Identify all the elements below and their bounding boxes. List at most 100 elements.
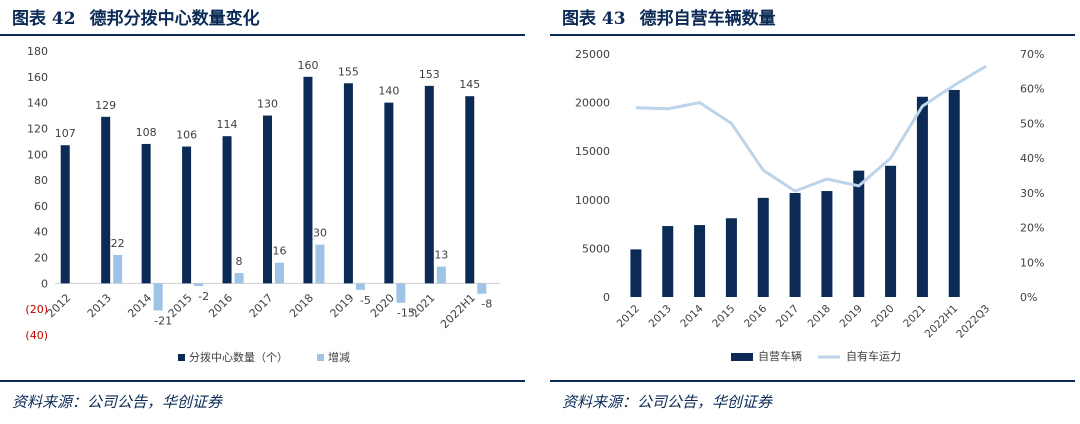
data-label: 130 xyxy=(257,98,278,111)
source-note: 资料来源：公司公告，华创证券 xyxy=(562,393,773,411)
data-label: 153 xyxy=(419,68,440,81)
x-tick-label: 2022H1 xyxy=(438,291,478,331)
figure-title: 图表 42 德邦分拨中心数量变化 xyxy=(12,7,260,31)
x-tick-label: 2017 xyxy=(774,303,801,330)
y2-tick-label: 70% xyxy=(1020,48,1044,61)
x-tick-label: 2016 xyxy=(206,291,235,320)
x-tick-label: 2021 xyxy=(901,303,928,330)
source-rule xyxy=(0,380,525,382)
source-note: 资料来源：公司公告，华创证券 xyxy=(12,393,223,411)
y-tick-label: 100 xyxy=(27,148,48,161)
data-label: 108 xyxy=(136,126,157,139)
bar-distribution-centers xyxy=(465,96,475,284)
y-tick-label: 160 xyxy=(27,71,48,84)
legend-label: 自有车运力 xyxy=(846,349,901,363)
data-label: 140 xyxy=(378,85,399,98)
legend-swatch xyxy=(731,353,753,361)
x-tick-label: 2019 xyxy=(328,291,357,320)
bar-vehicles xyxy=(885,165,897,297)
bar-vehicles xyxy=(725,218,737,297)
data-label: -8 xyxy=(481,298,492,311)
bar-distribution-centers xyxy=(424,85,434,284)
data-label: 30 xyxy=(313,227,327,240)
title-rule xyxy=(0,34,525,36)
x-tick-label: 2014 xyxy=(125,291,154,320)
y-tick-label: 5000 xyxy=(582,242,610,255)
x-tick-label: 2012 xyxy=(44,291,73,320)
x-tick-label: 2013 xyxy=(85,291,114,320)
y-tick-label: 10000 xyxy=(575,194,610,207)
x-tick-label: 2018 xyxy=(287,291,316,320)
bar-vehicles xyxy=(948,89,960,297)
bar-change xyxy=(194,283,204,286)
legend-label: 自营车辆 xyxy=(758,349,802,363)
bar-vehicles xyxy=(853,170,865,297)
self-operated-vehicle-chart: 25000 20000 15000 10000 5000 0 70% 60% 50% 40% 30%… xyxy=(575,48,1044,363)
y-tick-label: 0 xyxy=(603,291,610,304)
y-tick-label: 60 xyxy=(34,200,48,213)
bar-change xyxy=(355,283,365,290)
bar-vehicles xyxy=(630,249,642,297)
bar-change xyxy=(275,262,284,284)
figure-number: 图表 43 xyxy=(562,9,626,29)
data-label: -5 xyxy=(360,294,371,307)
y-tick-label: (20) xyxy=(25,303,48,316)
figure-42-panel: 图表 42 德邦分拨中心数量变化 180 160 140 120 100 80 60 40 20 0… xyxy=(0,0,530,424)
bar-distribution-centers xyxy=(303,76,313,284)
y-tick-label: 25000 xyxy=(575,48,610,61)
data-label: 8 xyxy=(236,255,243,268)
data-label: 16 xyxy=(273,245,287,258)
y-tick-label: 180 xyxy=(27,45,48,58)
legend-label: 增减 xyxy=(328,350,350,364)
x-tick-label: 2022H1 xyxy=(923,303,961,341)
figure-43-panel: 图表 43 德邦自营车辆数量 25000 20000 15000 10000 5000 0 7… xyxy=(550,0,1080,424)
data-label: -2 xyxy=(198,290,209,303)
x-tick-label: 2016 xyxy=(742,302,770,330)
data-label: 107 xyxy=(55,127,76,140)
x-tick-label: 2012 xyxy=(615,303,642,330)
bar-distribution-centers xyxy=(101,116,111,284)
bar-change xyxy=(153,283,163,311)
x-tick-label: 2018 xyxy=(806,303,833,330)
bar-vehicles xyxy=(662,226,674,297)
bar-change xyxy=(477,283,487,294)
y2-tick-label: 0% xyxy=(1020,291,1037,304)
source-rule xyxy=(550,380,1075,382)
bar-vehicles xyxy=(694,225,706,297)
x-tick-label: 2017 xyxy=(247,291,276,320)
bar-distribution-centers xyxy=(182,146,192,284)
title-rule xyxy=(550,34,1075,36)
figure-number: 图表 42 xyxy=(12,9,76,29)
y-tick-label: 20 xyxy=(34,252,48,265)
y2-tick-label: 60% xyxy=(1020,83,1044,96)
legend-swatch xyxy=(178,354,185,361)
y2-tick-label: 40% xyxy=(1020,152,1044,165)
x-tick-label: 2019 xyxy=(837,303,864,330)
y2-tick-label: 10% xyxy=(1020,256,1044,269)
y-tick-label: (40) xyxy=(25,329,48,342)
x-tick-label: 2015 xyxy=(166,291,195,320)
legend-swatch xyxy=(317,354,324,361)
bar-distribution-centers xyxy=(141,143,151,284)
data-label: 22 xyxy=(111,237,125,250)
bar-change xyxy=(315,244,325,284)
bar-distribution-centers xyxy=(222,136,232,284)
bar-change xyxy=(436,266,446,284)
y2-tick-label: 20% xyxy=(1020,222,1044,235)
y-tick-label: 80 xyxy=(34,174,48,187)
bar-vehicles xyxy=(757,197,769,297)
y-tick-label: 140 xyxy=(27,97,48,110)
distribution-center-chart: 180 160 140 120 100 80 60 40 20 0 (20) (40) 107 2012 1… xyxy=(25,45,500,364)
legend-label: 分拨中心数量（个） xyxy=(189,350,288,364)
y2-tick-label: 50% xyxy=(1020,117,1044,130)
bar-distribution-centers xyxy=(60,145,70,284)
bar-distribution-centers xyxy=(263,115,272,284)
x-tick-label: 2014 xyxy=(678,302,706,330)
data-label: 160 xyxy=(297,59,318,72)
x-tick-label: 2022Q3 xyxy=(954,303,992,341)
data-label: -21 xyxy=(154,314,172,327)
x-tick-label: 2013 xyxy=(646,303,673,330)
y2-tick-label: 30% xyxy=(1020,187,1044,200)
data-label: 13 xyxy=(434,249,448,262)
y-tick-label: 15000 xyxy=(575,145,610,158)
